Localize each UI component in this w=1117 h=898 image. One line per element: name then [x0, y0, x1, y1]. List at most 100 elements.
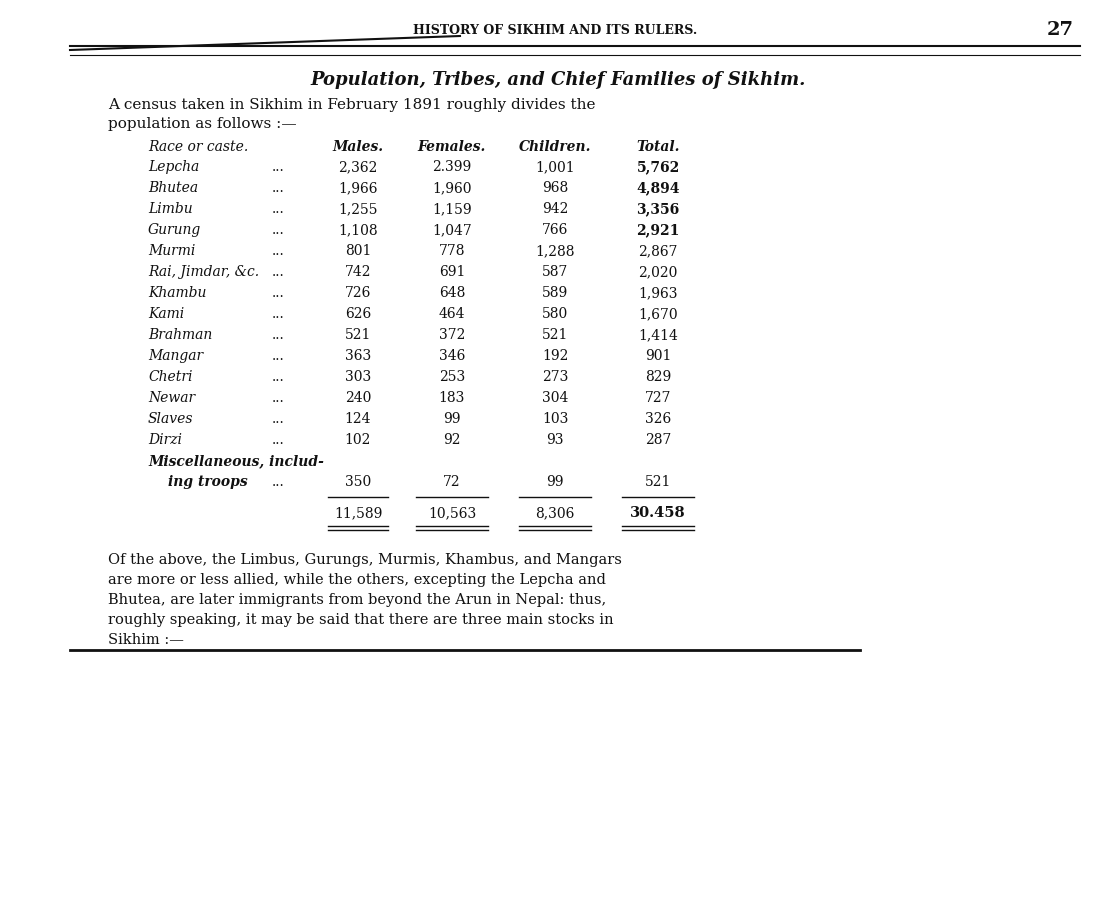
Text: 626: 626: [345, 307, 371, 321]
Text: 350: 350: [345, 475, 371, 489]
Text: Sikhim :—: Sikhim :—: [108, 633, 184, 647]
Text: Rai, Jimdar, &c.: Rai, Jimdar, &c.: [147, 265, 259, 279]
Text: 8,306: 8,306: [535, 506, 574, 520]
Text: Brahman: Brahman: [147, 328, 212, 342]
Text: ...: ...: [271, 265, 285, 279]
Text: 5,762: 5,762: [637, 160, 679, 174]
Text: 1,414: 1,414: [638, 328, 678, 342]
Text: 240: 240: [345, 391, 371, 405]
Text: Bhutea, are later immigrants from beyond the Arun in Nepal: thus,: Bhutea, are later immigrants from beyond…: [108, 593, 607, 607]
Text: 1,108: 1,108: [338, 223, 378, 237]
Text: ...: ...: [271, 475, 285, 489]
Text: 726: 726: [345, 286, 371, 300]
Text: ...: ...: [271, 160, 285, 174]
Text: ing troops: ing troops: [168, 475, 248, 489]
Text: 304: 304: [542, 391, 569, 405]
Text: 829: 829: [645, 370, 671, 384]
Text: Population, Tribes, and Chief Families of Sikhim.: Population, Tribes, and Chief Families o…: [311, 71, 805, 89]
Text: 521: 521: [345, 328, 371, 342]
Text: 99: 99: [443, 412, 460, 426]
Text: Dirzi: Dirzi: [147, 433, 182, 447]
Text: Murmi: Murmi: [147, 244, 195, 258]
Text: 1,966: 1,966: [338, 181, 378, 195]
Text: 11,589: 11,589: [334, 506, 382, 520]
Text: roughly speaking, it may be said that there are three main stocks in: roughly speaking, it may be said that th…: [108, 613, 613, 627]
Text: 521: 521: [542, 328, 569, 342]
Text: 901: 901: [645, 349, 671, 363]
Text: 124: 124: [345, 412, 371, 426]
Text: Of the above, the Limbus, Gurungs, Murmis, Khambus, and Mangars: Of the above, the Limbus, Gurungs, Murmi…: [108, 553, 622, 567]
Text: 192: 192: [542, 349, 569, 363]
Text: ...: ...: [271, 433, 285, 447]
Text: A census taken in Sikhim in February 1891 roughly divides the: A census taken in Sikhim in February 189…: [108, 98, 595, 112]
Text: 2.399: 2.399: [432, 160, 471, 174]
Text: 580: 580: [542, 307, 569, 321]
Text: 326: 326: [645, 412, 671, 426]
Text: 1,047: 1,047: [432, 223, 471, 237]
Text: 1,159: 1,159: [432, 202, 471, 216]
Text: 2,921: 2,921: [637, 223, 679, 237]
Text: 766: 766: [542, 223, 569, 237]
Text: ...: ...: [271, 202, 285, 216]
Text: Khambu: Khambu: [147, 286, 207, 300]
Text: 102: 102: [345, 433, 371, 447]
Text: 742: 742: [345, 265, 371, 279]
Text: ...: ...: [271, 286, 285, 300]
Text: ...: ...: [271, 349, 285, 363]
Text: 103: 103: [542, 412, 569, 426]
Text: Newar: Newar: [147, 391, 195, 405]
Text: 372: 372: [439, 328, 465, 342]
Text: 589: 589: [542, 286, 569, 300]
Text: HISTORY OF SIKHIM AND ITS RULERS.: HISTORY OF SIKHIM AND ITS RULERS.: [413, 23, 697, 37]
Text: Kami: Kami: [147, 307, 184, 321]
Text: 778: 778: [439, 244, 466, 258]
Text: 3,356: 3,356: [637, 202, 679, 216]
Text: Total.: Total.: [637, 140, 680, 154]
Text: 253: 253: [439, 370, 465, 384]
Text: 2,362: 2,362: [338, 160, 378, 174]
Text: 92: 92: [443, 433, 460, 447]
Text: ...: ...: [271, 328, 285, 342]
Text: 587: 587: [542, 265, 569, 279]
Text: Race or caste.: Race or caste.: [147, 140, 248, 154]
Text: Lepcha: Lepcha: [147, 160, 199, 174]
Text: Females.: Females.: [418, 140, 486, 154]
Text: Mangar: Mangar: [147, 349, 203, 363]
Text: 1,255: 1,255: [338, 202, 378, 216]
Text: population as follows :—: population as follows :—: [108, 117, 297, 131]
Text: 1,960: 1,960: [432, 181, 471, 195]
Text: 464: 464: [439, 307, 466, 321]
Text: ...: ...: [271, 391, 285, 405]
Text: Gurung: Gurung: [147, 223, 201, 237]
Text: ...: ...: [271, 181, 285, 195]
Text: 346: 346: [439, 349, 465, 363]
Text: 4,894: 4,894: [637, 181, 680, 195]
Text: Males.: Males.: [333, 140, 383, 154]
Text: 93: 93: [546, 433, 564, 447]
Text: 2,867: 2,867: [638, 244, 678, 258]
Text: 287: 287: [645, 433, 671, 447]
Text: 942: 942: [542, 202, 569, 216]
Text: 2,020: 2,020: [638, 265, 678, 279]
Text: 691: 691: [439, 265, 465, 279]
Text: 27: 27: [1047, 21, 1073, 39]
Text: 727: 727: [645, 391, 671, 405]
Text: Children.: Children.: [518, 140, 591, 154]
Text: 968: 968: [542, 181, 569, 195]
Text: ...: ...: [271, 223, 285, 237]
Text: Slaves: Slaves: [147, 412, 193, 426]
Text: 1,288: 1,288: [535, 244, 575, 258]
Text: Miscellaneous, includ-: Miscellaneous, includ-: [147, 454, 324, 468]
Text: Bhutea: Bhutea: [147, 181, 198, 195]
Text: ...: ...: [271, 307, 285, 321]
Text: 30.458: 30.458: [630, 506, 686, 520]
Text: are more or less allied, while the others, excepting the Lepcha and: are more or less allied, while the other…: [108, 573, 605, 587]
Text: 303: 303: [345, 370, 371, 384]
Text: 648: 648: [439, 286, 465, 300]
Text: 1,001: 1,001: [535, 160, 575, 174]
Text: Chetri: Chetri: [147, 370, 192, 384]
Text: 1,670: 1,670: [638, 307, 678, 321]
Text: 72: 72: [443, 475, 461, 489]
Text: 363: 363: [345, 349, 371, 363]
Text: 1,963: 1,963: [638, 286, 678, 300]
